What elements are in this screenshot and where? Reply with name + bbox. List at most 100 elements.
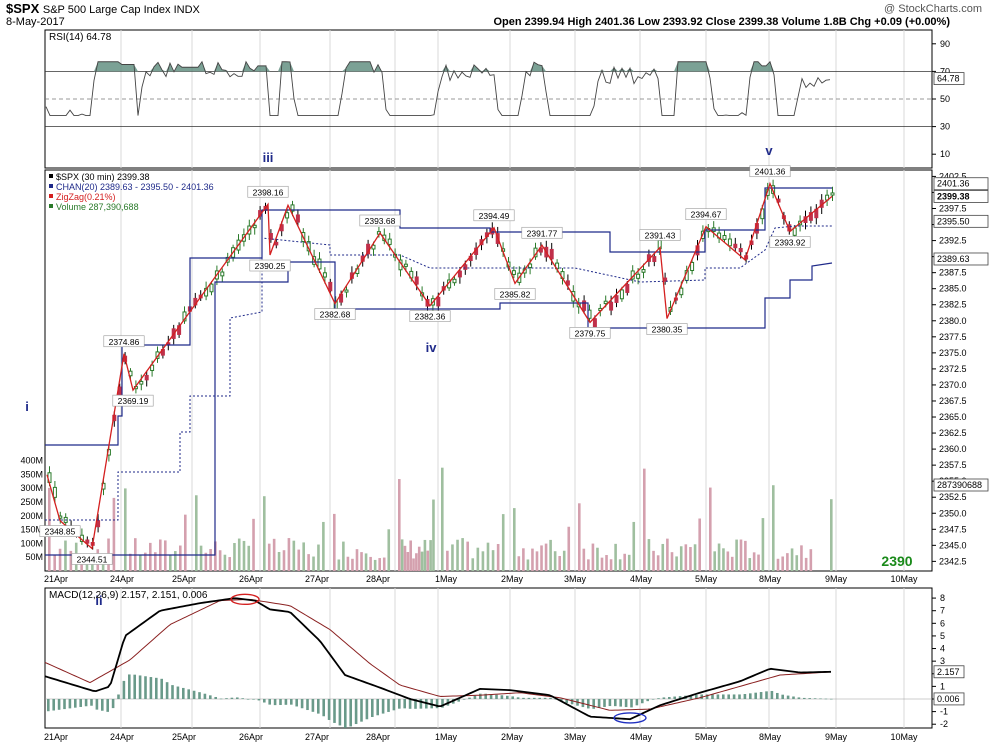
price-legend-3: Volume 287,390,688 [56, 202, 139, 212]
volume-bar [627, 554, 631, 571]
price-tick-label: 2372.5 [939, 364, 967, 374]
macd-histogram-bar [192, 690, 196, 699]
zigzag-value-label: 2374.86 [109, 337, 140, 347]
macd-histogram-bar [700, 694, 703, 699]
macd-histogram-bar [165, 682, 169, 699]
candle-body [371, 244, 376, 250]
channel-lower-line [45, 261, 833, 556]
volume-bar [129, 553, 132, 571]
legend-swatch [49, 204, 53, 208]
volume-bar [69, 550, 73, 571]
volume-bar [643, 468, 646, 571]
x-tick-label-bottom: 10May [890, 732, 918, 742]
price-legend-2: ZigZag(0.21%) [56, 192, 116, 202]
volume-bar [591, 543, 595, 571]
zigzag-value-label: 2398.16 [253, 187, 284, 197]
x-tick-label-top: 2May [501, 574, 524, 584]
macd-histogram-bar [673, 696, 676, 699]
candle-body [285, 212, 290, 219]
x-tick-label-top: 27Apr [305, 574, 329, 584]
volume-bar [609, 559, 613, 571]
macd-histogram-bar [678, 696, 682, 699]
rsi-line [45, 60, 831, 117]
volume-bar [830, 499, 833, 571]
macd-line [44, 597, 832, 721]
macd-histogram-bar [506, 695, 509, 699]
candle-body [636, 273, 641, 279]
macd-last-label: 0.006 [937, 694, 960, 704]
zigzag-value-label: 2348.85 [45, 527, 76, 537]
volume-bar [656, 555, 660, 571]
candle-body [144, 374, 149, 381]
volume-bar [297, 549, 301, 571]
candle-body [733, 243, 738, 249]
macd-histogram-bar [533, 697, 536, 699]
rsi-tick-label: 30 [940, 122, 950, 132]
zigzag-value-label: 2385.82 [500, 289, 531, 299]
macd-histogram-bar [786, 695, 790, 699]
price-tick-label: 2375.0 [939, 348, 967, 358]
volume-bar [761, 518, 765, 571]
zigzag-value-label: 2380.35 [652, 325, 683, 335]
annotation-2390: 2390 [881, 553, 912, 569]
candle-body [252, 224, 257, 229]
x-tick-label-top: 3May [564, 574, 587, 584]
volume-bar [744, 540, 747, 571]
volume-bar [263, 496, 266, 571]
macd-last-box [933, 665, 965, 679]
x-tick-label-bottom: 5May [695, 732, 718, 742]
macd-histogram-bar [630, 698, 633, 708]
volume-bar [267, 543, 271, 571]
right-price-label-box [933, 177, 989, 191]
macd-histogram-bar [473, 695, 477, 699]
macd-histogram-bar [138, 675, 142, 699]
volume-bar [781, 556, 784, 571]
volume-bar [174, 551, 177, 571]
macd-histogram-bar [187, 689, 190, 699]
zigzag-label-box [521, 226, 563, 239]
macd-last-box [933, 692, 965, 706]
macd-histogram-bar [824, 698, 828, 700]
macd-histogram-bar [759, 692, 763, 699]
macd-histogram-bar [360, 698, 363, 722]
volume-bar [549, 539, 552, 571]
rsi-tick-label: 50 [940, 94, 950, 104]
zigzag-value-label: 2391.77 [527, 228, 558, 238]
price-tick-label: 2360.0 [939, 444, 967, 454]
macd-histogram-bar [819, 698, 822, 700]
volume-bar [748, 558, 752, 571]
macd-histogram-bar [52, 698, 55, 711]
legend-swatch [49, 194, 53, 198]
volume-bar [312, 556, 315, 571]
macd-histogram-bar [635, 698, 639, 706]
macd-histogram-bar [646, 698, 649, 702]
volume-bar [600, 557, 604, 571]
macd-histogram-bar [597, 698, 601, 708]
x-tick-label-bottom: 1May [435, 732, 458, 742]
zigzag-label-box [39, 525, 81, 537]
volume-bar [400, 539, 404, 571]
macd-histogram-bar [797, 697, 801, 699]
volume-bar [184, 514, 187, 571]
macd-histogram-bar [403, 698, 406, 709]
macd-histogram-bar [468, 697, 471, 699]
zigzag-label-box [639, 229, 681, 241]
price-tick-label: 2362.5 [939, 428, 967, 438]
volume-bar [476, 547, 480, 571]
volume-bar [596, 547, 599, 571]
zigzag-label-box [409, 310, 451, 322]
wave-label-i: i [25, 399, 29, 414]
volume-bar [709, 487, 712, 571]
macd-histogram-bar [732, 694, 736, 699]
volume-tick-label: 100M [20, 538, 43, 548]
macd-histogram-bar [354, 698, 358, 725]
volume-bar [652, 550, 655, 571]
macd-histogram-bar [203, 693, 207, 699]
macd-histogram-bar [749, 693, 752, 699]
macd-histogram-bar [349, 698, 352, 727]
macd-histogram-bar [414, 698, 417, 709]
zigzag-label-box [314, 308, 356, 320]
volume-bar [423, 539, 427, 571]
price-tick-label: 2342.5 [939, 556, 967, 566]
macd-histogram-bar [662, 697, 666, 699]
